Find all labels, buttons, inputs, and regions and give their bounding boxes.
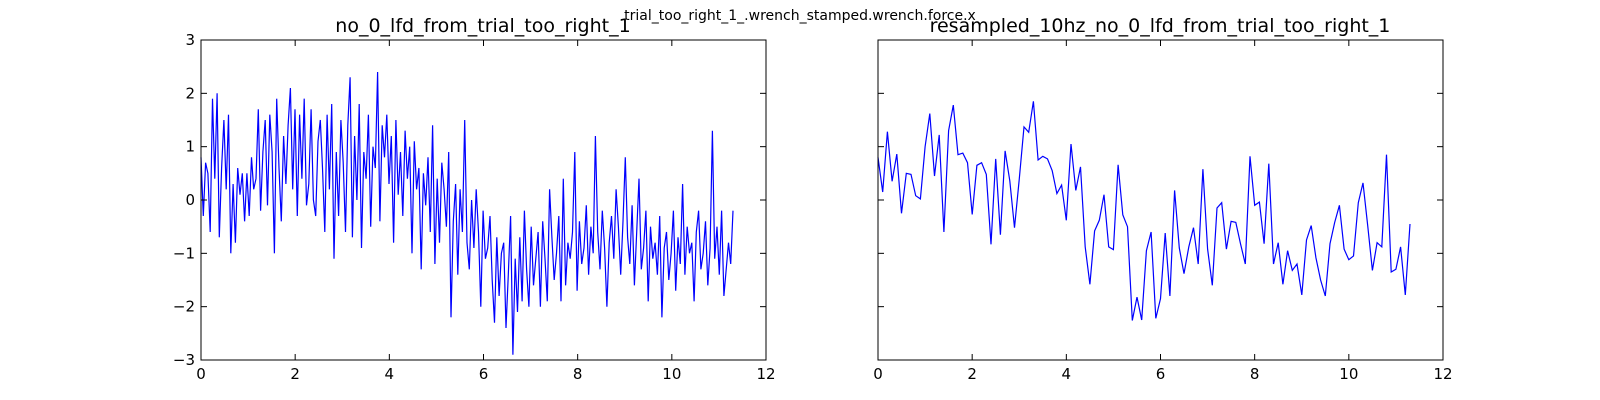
left-plot-xtick-label: 0 (196, 365, 206, 383)
left-plot-xtick-label: 6 (479, 365, 489, 383)
left-plot-ytick-label: −3 (173, 351, 195, 369)
left-plot-xtick-label: 8 (573, 365, 583, 383)
left-plot-xtick-label: 12 (756, 365, 775, 383)
left-plot-ytick-label: 2 (185, 84, 195, 102)
left-plot-ytick-label: 1 (185, 138, 195, 156)
right-plot-xtick-label: 4 (1062, 365, 1072, 383)
right-plot-xtick-label: 10 (1339, 365, 1358, 383)
right-plot-title: resampled_10hz_no_0_lfd_from_trial_too_r… (930, 15, 1391, 37)
left-plot: no_0_lfd_from_trial_too_right_1 0 2 4 6 8 10 1… (173, 15, 776, 383)
left-plot-frame (200, 39, 767, 361)
right-plot-xtick-label: 12 (1433, 365, 1452, 383)
right-plot-xtick-label: 6 (1156, 365, 1166, 383)
left-plot-ytick-label: −1 (173, 244, 195, 262)
right-plot-xtick-label: 0 (873, 365, 883, 383)
left-plot-ytick-label: 3 (185, 31, 195, 49)
left-plot-ytick-label: −2 (173, 298, 195, 316)
figure-title: trial_too_right_1_.wrench_stamped.wrench… (624, 8, 976, 24)
right-plot-xtick-label: 2 (967, 365, 977, 383)
left-plot-line-series-0 (200, 71, 734, 355)
right-plot-xtick-label: 8 (1250, 365, 1260, 383)
right-plot: resampled_10hz_no_0_lfd_from_trial_too_r… (873, 15, 1452, 383)
left-plot-xtick-label: 10 (662, 365, 681, 383)
left-plot-xtick-label: 4 (385, 365, 395, 383)
left-plot-series (200, 71, 734, 355)
right-plot-frame (877, 39, 1444, 361)
right-plot-ticks: 0 2 4 6 8 10 12 (873, 39, 1453, 383)
right-plot-series (877, 101, 1411, 321)
left-plot-title: no_0_lfd_from_trial_too_right_1 (335, 15, 630, 37)
left-plot-ytick-label: 0 (185, 191, 195, 209)
right-plot-line-series-0 (877, 101, 1411, 321)
left-plot-xtick-label: 2 (290, 365, 300, 383)
